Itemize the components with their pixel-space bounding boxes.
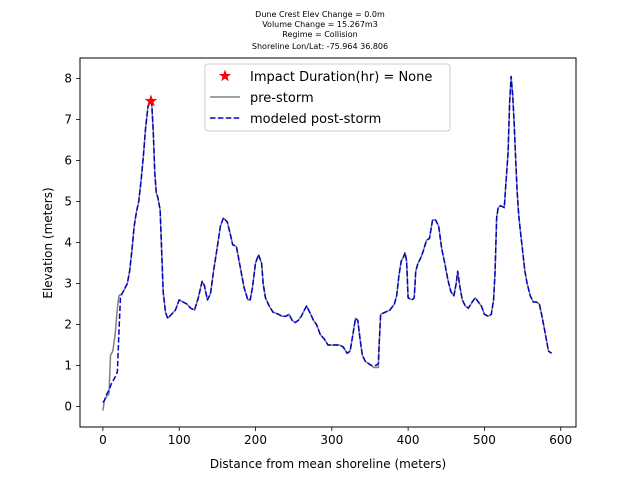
legend-label-pre-storm: pre-storm — [250, 91, 314, 106]
series-layer — [102, 75, 552, 411]
x-tick-label: 0 — [99, 433, 107, 447]
series-line-modeled-post-storm — [102, 75, 552, 403]
x-tick-label: 400 — [397, 433, 420, 447]
y-tick-label: 1 — [64, 359, 72, 373]
y-tick-label: 5 — [64, 195, 72, 209]
y-tick-label: 6 — [64, 154, 72, 168]
y-tick-label: 7 — [64, 113, 72, 127]
x-axis-label: Distance from mean shoreline (meters) — [210, 457, 446, 471]
title-line-regime: Regime = Collision — [282, 30, 357, 39]
x-axis-ticks: 0 100 200 300 400 500 600 — [99, 427, 572, 447]
impact-marker-star-icon — [144, 94, 158, 107]
legend: Impact Duration(hr) = None pre-storm mod… — [204, 63, 451, 132]
legend-star-shape — [218, 69, 232, 82]
legend-label-modeled-post-storm: modeled post-storm — [250, 112, 381, 127]
chart-title: Dune Crest Elev Change = 0.0m Volume Cha… — [252, 10, 388, 51]
y-tick-label: 2 — [64, 318, 72, 332]
y-axis-label: Elevation (meters) — [41, 187, 55, 298]
x-tick-label: 200 — [244, 433, 267, 447]
x-tick-label: 500 — [473, 433, 496, 447]
legend-star-icon — [218, 69, 232, 82]
y-tick-label: 4 — [64, 236, 72, 250]
y-axis-ticks: 0 1 2 3 4 5 6 7 8 — [64, 72, 80, 414]
x-tick-label: 100 — [168, 433, 191, 447]
title-line-volume: Volume Change = 15.267m3 — [262, 20, 378, 29]
marker-layer — [144, 94, 158, 107]
legend-box — [204, 63, 451, 132]
title-line-shoreline: Shoreline Lon/Lat: -75.964 36.806 — [252, 42, 388, 51]
title-line-dune-crest: Dune Crest Elev Change = 0.0m — [255, 10, 385, 19]
x-tick-label: 600 — [549, 433, 572, 447]
y-tick-label: 3 — [64, 277, 72, 291]
y-tick-label: 8 — [64, 72, 72, 86]
y-tick-label: 0 — [64, 400, 72, 414]
legend-label-impact-duration: Impact Duration(hr) = None — [250, 70, 432, 85]
x-tick-label: 300 — [320, 433, 343, 447]
